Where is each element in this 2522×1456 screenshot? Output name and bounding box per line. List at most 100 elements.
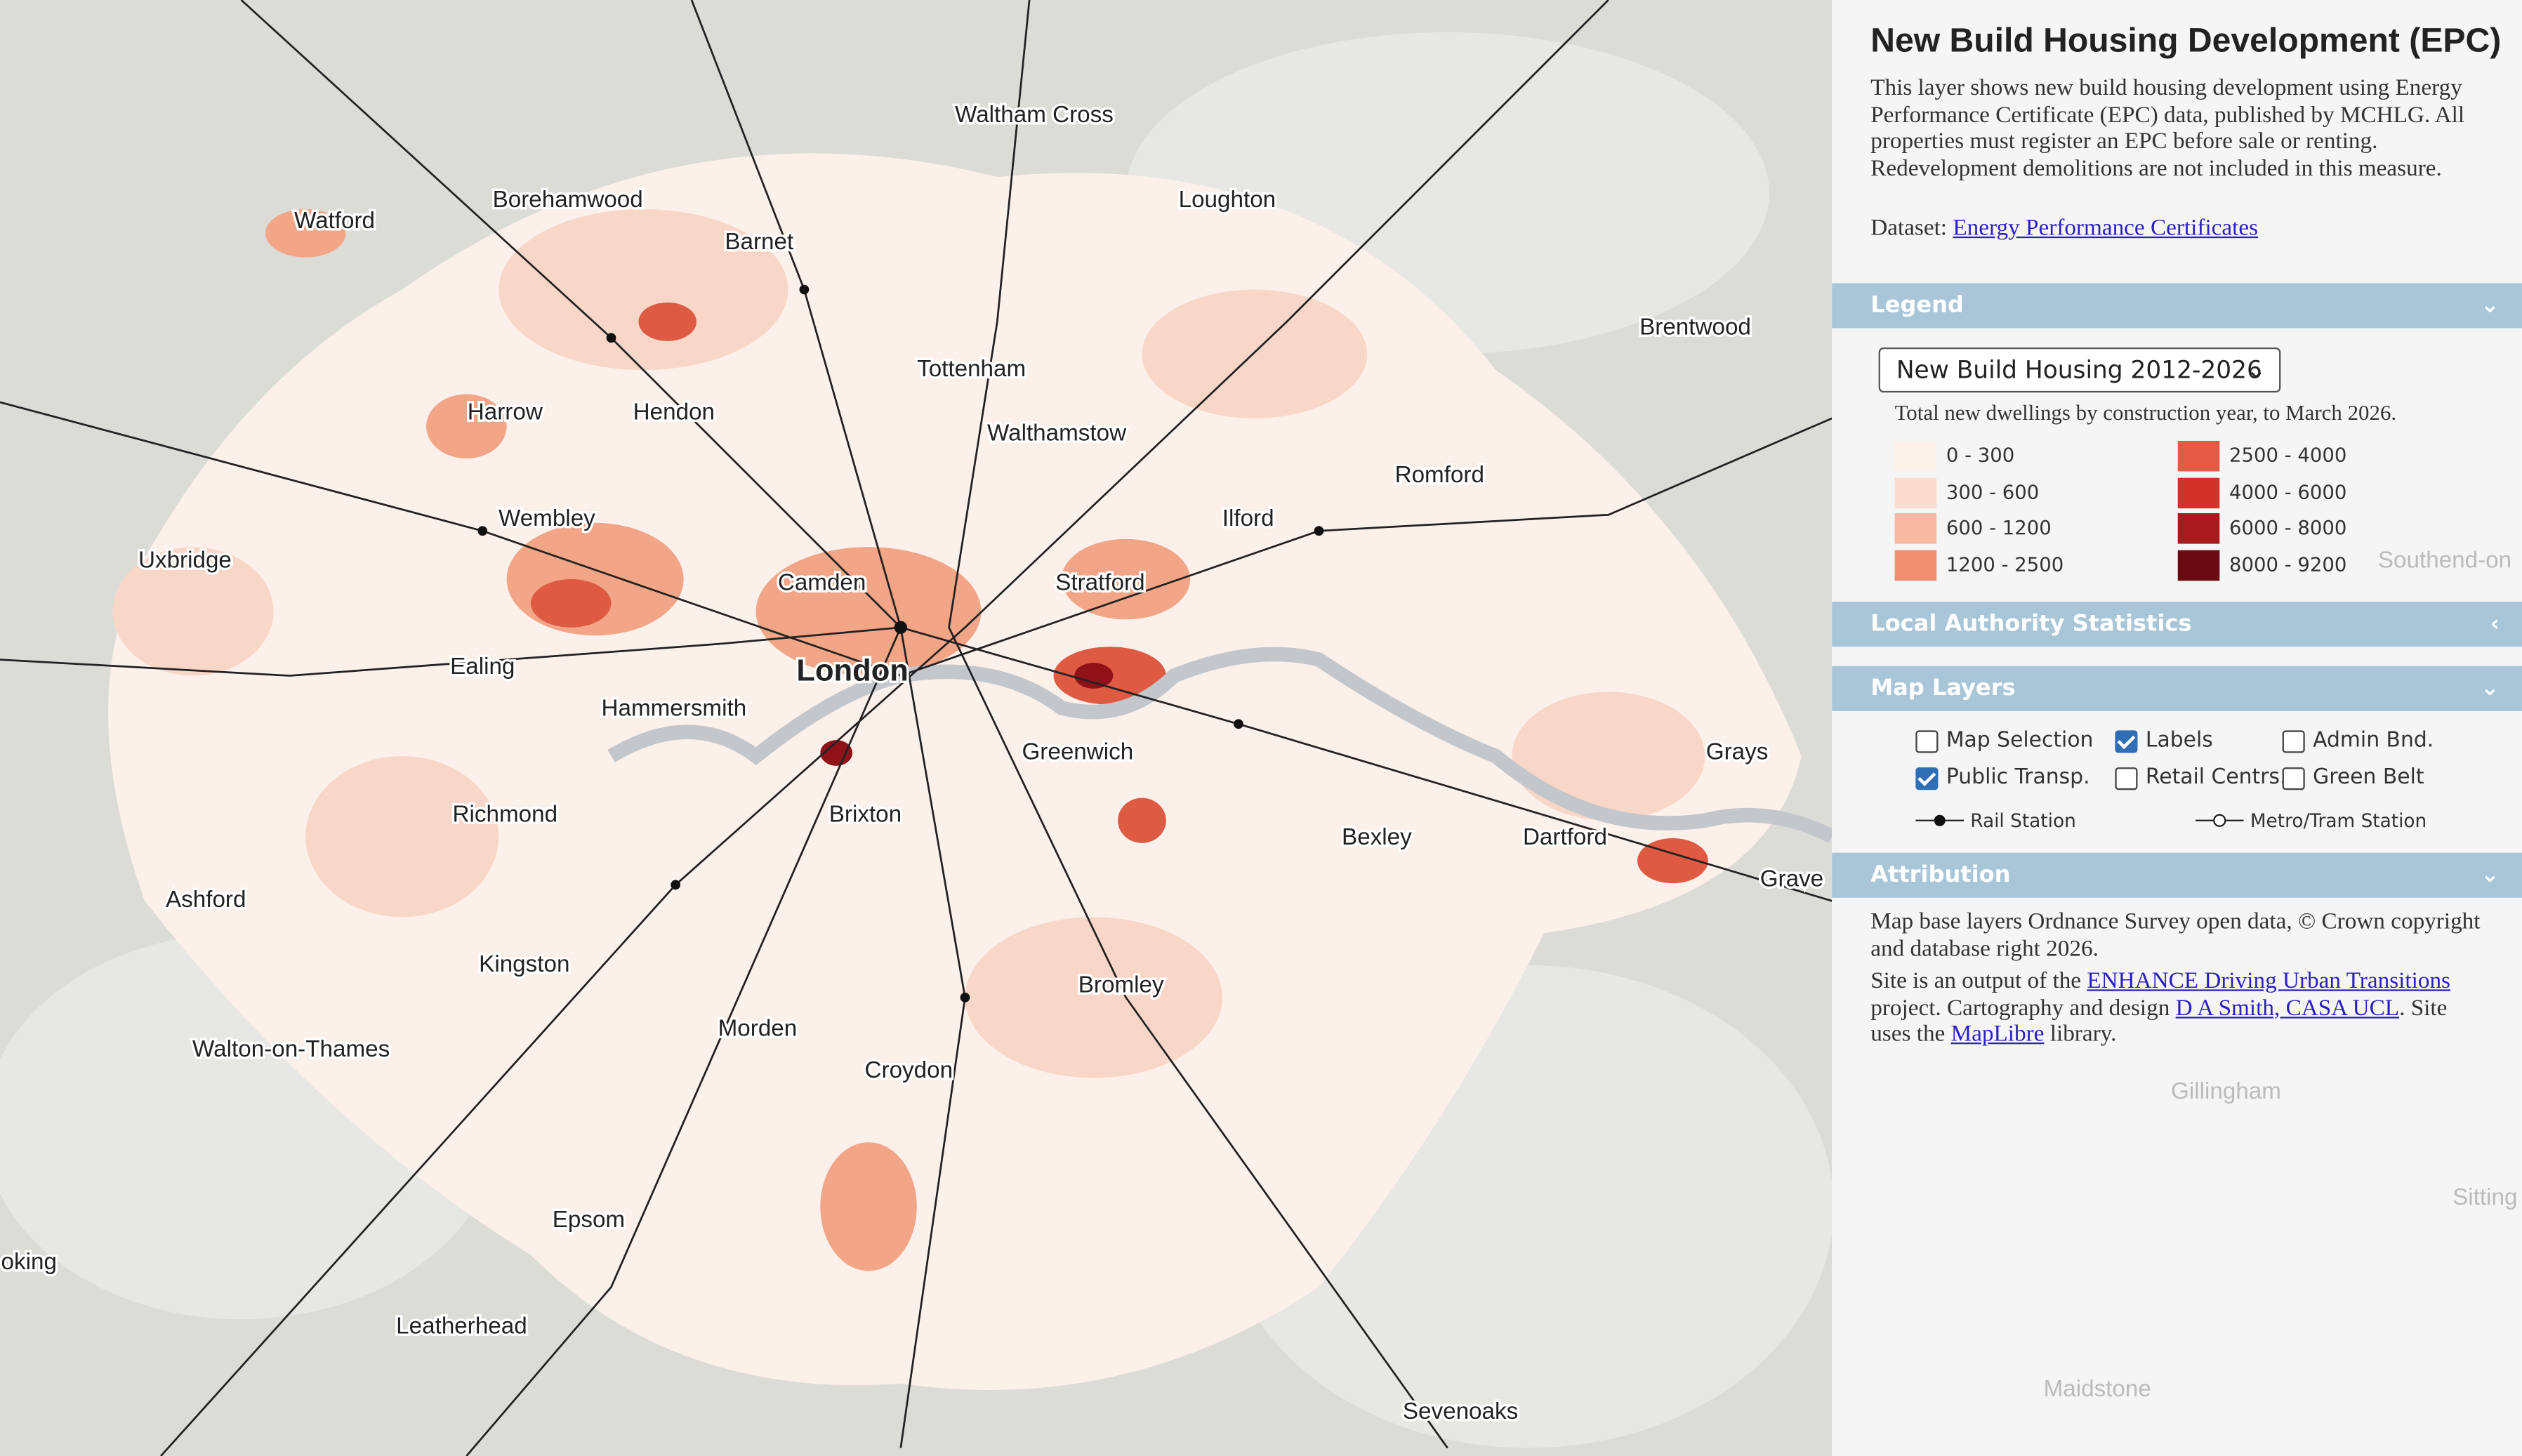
link[interactable]: D A Smith, CASA UCL: [2175, 995, 2400, 1021]
legend-swatch: [2177, 513, 2220, 544]
place-label: Ilford: [1222, 505, 1274, 531]
place-label: Gillingham: [2171, 1078, 2281, 1104]
place-label: Hammersmith: [602, 695, 747, 721]
text: project. Cartography and design: [1870, 995, 2176, 1021]
dataset: Dataset: Energy Performance Certificates: [1870, 216, 2258, 242]
section-header[interactable]: Map Layers ⌄: [1832, 666, 2522, 711]
dataset-label: Dataset:: [1870, 216, 1948, 241]
checkbox-label: Retail Centrs.: [2145, 765, 2287, 790]
checkbox[interactable]: [2115, 730, 2138, 753]
description: This layer shows new build housing devel…: [1870, 75, 2465, 181]
legend-subtitle: Total new dwellings by construction year…: [1894, 400, 2397, 425]
section-title: Legend: [1870, 293, 1964, 319]
legend-label: 8000 - 9200: [2229, 552, 2347, 576]
place-label: Brixton: [829, 802, 902, 828]
place-label: Hendon: [633, 399, 715, 425]
place-label: Maidstone: [2044, 1376, 2151, 1402]
place-label: Dartford: [1523, 824, 1607, 850]
place-label: Sevenoaks: [1403, 1398, 1518, 1424]
checkbox-label: Admin Bnd.: [2313, 729, 2434, 753]
link[interactable]: ENHANCE Driving Urban Transitions: [2087, 968, 2450, 995]
panel-title: New Build Housing Development (EPC): [1870, 22, 2502, 60]
place-label: Southend-on: [2378, 548, 2511, 574]
chevron: ⌄: [2481, 675, 2500, 702]
checkbox[interactable]: [1915, 767, 1939, 790]
checkbox-label: Map Selection: [1946, 729, 2094, 753]
checkbox[interactable]: [2115, 767, 2138, 790]
legend-swatch: [1894, 440, 1937, 472]
attribution-text: Site is an output of the ENHANCE Driving…: [1870, 969, 2482, 1048]
place-label: Watford: [294, 208, 375, 234]
place-label: Borehamwood: [493, 187, 643, 213]
place-label: Waltham Cross: [955, 102, 1114, 128]
place-label: London: [796, 654, 908, 687]
legend-swatch: [2177, 440, 2220, 472]
place-label: Bexley: [1342, 824, 1412, 850]
place-label: Barnet: [725, 229, 793, 255]
section-header[interactable]: Legend ⌄: [1832, 283, 2522, 329]
legend-label: 6000 - 8000: [2229, 516, 2347, 539]
place-label: Bromley: [1078, 972, 1164, 998]
legend-label: 300 - 600: [1946, 480, 2040, 503]
legend-swatch: [1894, 513, 1937, 544]
side-panel: New Build Housing Development (EPC) This…: [1832, 0, 2522, 1456]
place-label: Tottenham: [917, 356, 1026, 382]
text: Site is an output of the: [1870, 968, 2087, 995]
place-label: Stratford: [1055, 570, 1144, 596]
legend-swatch: [2177, 549, 2220, 581]
checkbox[interactable]: [1915, 730, 1939, 753]
station-key: Rail Station: [1970, 809, 2076, 832]
place-label: Brentwood: [1639, 314, 1751, 340]
place-label: Walthamstow: [987, 421, 1127, 446]
legend-label: 600 - 1200: [1946, 516, 2052, 539]
dataset-link[interactable]: Energy Performance Certificates: [1953, 216, 2259, 241]
place-label: Grays: [1706, 739, 1769, 765]
metro-key-icon: [2195, 814, 2244, 827]
section-header[interactable]: Attribution ⌄: [1832, 852, 2522, 898]
checkbox[interactable]: [2282, 730, 2305, 753]
place-label: oking: [1, 1249, 57, 1275]
checkbox[interactable]: [2282, 767, 2305, 790]
place-label: Romford: [1395, 462, 1484, 488]
place-label: Grave: [1760, 866, 1823, 892]
place-label: Wembley: [499, 505, 595, 531]
chevron: ⌄: [2481, 862, 2500, 889]
link[interactable]: MapLibre: [1950, 1021, 2045, 1047]
place-label: Sitting: [2452, 1184, 2517, 1210]
checkbox-label: Public Transp.: [1946, 765, 2090, 790]
legend-label: 0 - 300: [1946, 444, 2015, 467]
rail-key-icon: [1915, 814, 1965, 826]
chevron: ‹: [2490, 611, 2500, 637]
place-label: Greenwich: [1022, 739, 1133, 765]
section-title: Map Layers: [1870, 675, 2016, 702]
place-label: Ealing: [450, 654, 515, 680]
section-header[interactable]: Local Authority Statistics ‹: [1832, 602, 2522, 647]
section-title: Local Authority Statistics: [1870, 611, 2192, 637]
place-label: Loughton: [1179, 187, 1276, 213]
text: . Site uses the: [1870, 995, 2448, 1047]
checkbox-label: Labels: [2145, 729, 2213, 753]
place-label: Richmond: [453, 802, 558, 828]
place-label: Walton-on-Thames: [192, 1036, 390, 1062]
place-label: Morden: [718, 1015, 798, 1041]
layer-select[interactable]: New Build Housing 2012-2026 ⌄: [1878, 348, 2281, 393]
place-label: Leatherhead: [396, 1313, 527, 1339]
station-key: Metro/Tram Station: [2250, 809, 2427, 832]
place-label: Camden: [778, 570, 866, 596]
text: library.: [2044, 1021, 2117, 1047]
section-title: Attribution: [1870, 862, 2011, 889]
checkbox-label: Green Belt: [2313, 765, 2424, 790]
place-label: Ashford: [166, 887, 246, 913]
place-label: Kingston: [479, 951, 569, 977]
place-label: Uxbridge: [138, 548, 232, 574]
legend-swatch: [1894, 477, 1937, 508]
map[interactable]: Waltham Cross Watford Borehamwood Barnet Lou…: [0, 0, 1833, 1456]
legend-label: 2500 - 4000: [2229, 444, 2347, 467]
chevron: ⌄: [2481, 293, 2500, 319]
place-label: Harrow: [468, 399, 543, 425]
chevron: ⌄: [2245, 355, 2266, 385]
legend-label: 1200 - 2500: [1946, 552, 2064, 576]
attribution-text: Map base layers Ordnance Survey open dat…: [1870, 908, 2481, 962]
legend-label: 4000 - 6000: [2229, 480, 2347, 503]
